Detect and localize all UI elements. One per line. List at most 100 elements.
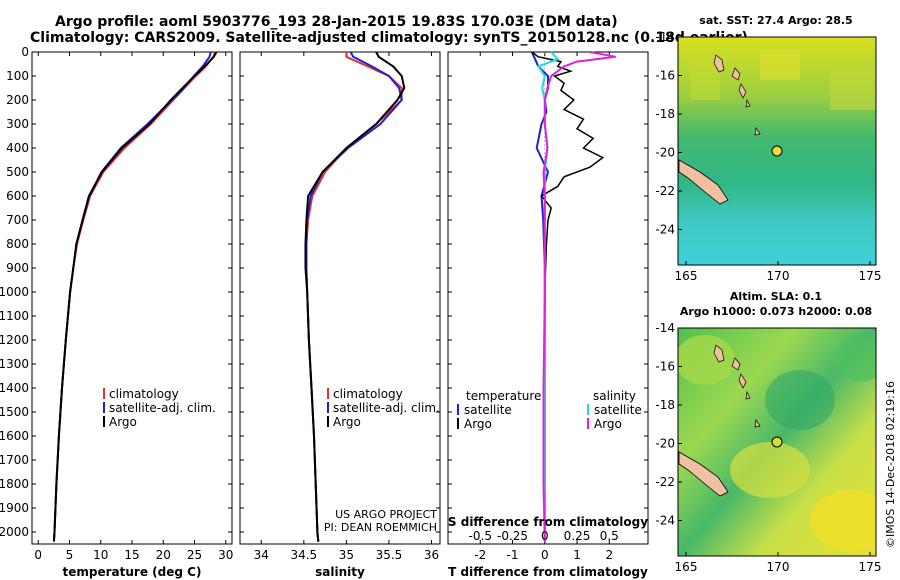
map-y-tick-label: -18 bbox=[655, 398, 675, 412]
sla-map-ticks: 165 170 175 -14 -16 -18 -20 -22 -24 bbox=[655, 321, 881, 574]
difference-plot-frame bbox=[447, 51, 649, 545]
x2-tick-label: 0.5 bbox=[600, 529, 619, 543]
legend-label-0: climatology bbox=[109, 387, 179, 401]
sla-map-title: Altim. SLA: 0.1 bbox=[730, 290, 822, 303]
x-tick-label: 36 bbox=[424, 548, 439, 562]
y-tick-label: 1500 bbox=[0, 405, 29, 419]
legend-label-2: Argo bbox=[109, 415, 137, 429]
y-tick-label: 700 bbox=[6, 213, 29, 227]
temperature-plot-frame bbox=[31, 51, 233, 545]
x2-tick-label: 0.25 bbox=[564, 529, 591, 543]
x2-tick-label: 0 bbox=[541, 529, 549, 543]
x-tick-label: 2 bbox=[605, 548, 613, 562]
x-tick-label: 34 bbox=[254, 548, 269, 562]
sla-map-panel: Altim. SLA: 0.1 Argo h1000: 0.073 h2000:… bbox=[655, 290, 881, 574]
y-tick-label: 500 bbox=[6, 165, 29, 179]
y-tick-label: 900 bbox=[6, 261, 29, 275]
y-tick-label: 1000 bbox=[0, 285, 29, 299]
map-y-tick-label: -24 bbox=[655, 223, 675, 237]
difference-panel: -2 -1 0 1 2 T difference from climatology -0.5… bbox=[447, 51, 649, 579]
figure-title-line-2: Climatology: CARS2009. Satellite-adjuste… bbox=[30, 30, 748, 46]
sst-map-detail bbox=[678, 50, 876, 205]
map-y-tick-label: -22 bbox=[655, 184, 675, 198]
y-tick-label: 400 bbox=[6, 141, 29, 155]
x-tick-label: 0 bbox=[34, 548, 42, 562]
salinity-panel: 34 34.5 35 35.5 36 salinity climatologysatelli… bbox=[239, 51, 441, 579]
x-tick-label: 25 bbox=[187, 548, 202, 562]
y-tick-label: 1200 bbox=[0, 333, 29, 347]
legend-right-title: salinity bbox=[593, 389, 636, 403]
figure-title-line-1: Argo profile: aoml 5903776_193 28-Jan-20… bbox=[55, 14, 618, 30]
map-y-tick-label: -20 bbox=[655, 146, 675, 160]
argo-location-marker-sla bbox=[771, 436, 783, 448]
legend-label-1: satellite-adj. clim. bbox=[333, 401, 440, 415]
diff-x2-label: S difference from climatology bbox=[448, 515, 648, 529]
map-y-tick-label: -16 bbox=[655, 360, 675, 374]
map-x-tick-label: 175 bbox=[859, 560, 882, 574]
x-tick-label: 20 bbox=[156, 548, 171, 562]
map-y-tick-label: -18 bbox=[655, 107, 675, 121]
vanuatu-islands bbox=[713, 54, 761, 136]
y-tick-label: 0 bbox=[21, 45, 29, 59]
difference-x-label: T difference from climatology bbox=[448, 565, 648, 579]
x-tick-label: 35.5 bbox=[376, 548, 403, 562]
legend-right-label-1: Argo bbox=[594, 417, 622, 431]
x-tick-label: 15 bbox=[124, 548, 139, 562]
credit-pi: PI: DEAN ROEMMICH bbox=[324, 521, 437, 534]
y-tick-label: 800 bbox=[6, 237, 29, 251]
map-x-tick-label: 165 bbox=[675, 560, 698, 574]
temperature-series-argo bbox=[52, 51, 218, 542]
salinity-x-label: salinity bbox=[315, 565, 365, 579]
x-tick-label: 35 bbox=[339, 548, 354, 562]
map-y-tick-label: -22 bbox=[655, 475, 675, 489]
y-tick-label: 200 bbox=[6, 93, 29, 107]
salinity-plot-frame bbox=[239, 51, 441, 545]
temperature-panel: 0100200300400500600700800900100011001200… bbox=[0, 45, 233, 579]
x-tick-label: 34.5 bbox=[290, 548, 317, 562]
salinity-series-argo bbox=[304, 51, 406, 542]
map-x-tick-label: 170 bbox=[767, 560, 790, 574]
y-tick-label: 600 bbox=[6, 189, 29, 203]
sst-map-ticks: 165 170 175 -14 -16 -18 -20 -22 -24 bbox=[655, 30, 881, 283]
x-tick-label: 30 bbox=[218, 548, 233, 562]
credit-project: US ARGO PROJECT bbox=[335, 508, 437, 521]
x-tick-label: -1 bbox=[507, 548, 519, 562]
x2-tick-label: -0.25 bbox=[497, 529, 528, 543]
sst-map-panel: sat. SST: 27.4 Argo: 28.5 165 170 175 -14 -1… bbox=[655, 14, 881, 283]
legend-right-label-0: satellite bbox=[594, 403, 642, 417]
argo-location-marker-sst bbox=[771, 145, 783, 157]
legend-label-2: Argo bbox=[333, 415, 361, 429]
legend-left-label-0: satellite bbox=[464, 403, 512, 417]
y-tick-label: 1800 bbox=[0, 477, 29, 491]
y-tick-label: 1900 bbox=[0, 501, 29, 515]
y-tick-label: 1300 bbox=[0, 357, 29, 371]
vanuatu-islands-sla bbox=[713, 344, 761, 428]
x-tick-label: -2 bbox=[474, 548, 486, 562]
sla-map-detail bbox=[678, 335, 876, 550]
map-x-tick-label: 165 bbox=[675, 269, 698, 283]
map-y-tick-label: -14 bbox=[655, 321, 675, 335]
map-x-tick-label: 170 bbox=[767, 269, 790, 283]
map-y-tick-label: -16 bbox=[655, 69, 675, 83]
new-caledonia-landmass-sla bbox=[678, 451, 729, 497]
y-tick-label: 1700 bbox=[0, 453, 29, 467]
profile-panels: 0100200300400500600700800900100011001200… bbox=[0, 45, 649, 579]
sst-map-title: sat. SST: 27.4 Argo: 28.5 bbox=[699, 14, 852, 27]
diff-series-s-argo bbox=[542, 51, 616, 542]
map-x-tick-label: 175 bbox=[859, 269, 882, 283]
x2-tick-label: -0.5 bbox=[469, 529, 492, 543]
legend-label-0: climatology bbox=[333, 387, 403, 401]
map-y-tick-label: -14 bbox=[655, 30, 675, 44]
legend-left-title: temperature bbox=[466, 389, 541, 403]
x-tick-label: 10 bbox=[93, 548, 108, 562]
y-tick-label: 1100 bbox=[0, 309, 29, 323]
sla-map-subtitle: Argo h1000: 0.073 h2000: 0.08 bbox=[680, 305, 872, 318]
x-tick-label: 0 bbox=[541, 548, 549, 562]
y-tick-label: 1600 bbox=[0, 429, 29, 443]
credit-imos: ©IMOS 14-Dec-2018 02:19:16 bbox=[884, 381, 897, 548]
new-caledonia-landmass bbox=[678, 159, 729, 205]
legend-label-1: satellite-adj. clim. bbox=[109, 401, 216, 415]
x-tick-label: 5 bbox=[66, 548, 74, 562]
